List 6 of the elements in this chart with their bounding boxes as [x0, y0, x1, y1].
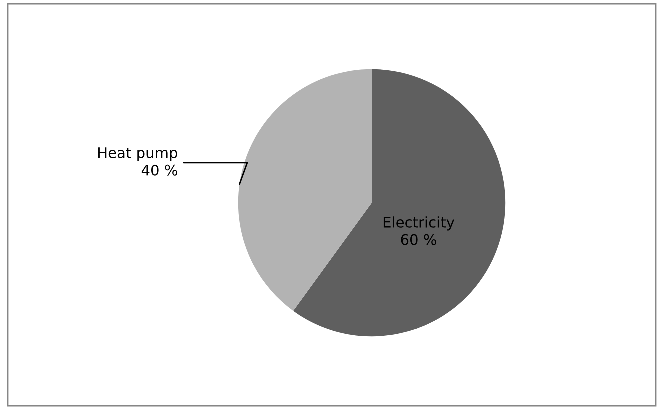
data-label: 40 % — [142, 164, 178, 176]
pie-slice — [238, 69, 372, 312]
slice-label: Heat pump — [98, 148, 178, 162]
data-label: 60 % — [401, 234, 436, 246]
pie-slice — [293, 69, 506, 337]
slice-label: Electricity — [384, 216, 455, 231]
